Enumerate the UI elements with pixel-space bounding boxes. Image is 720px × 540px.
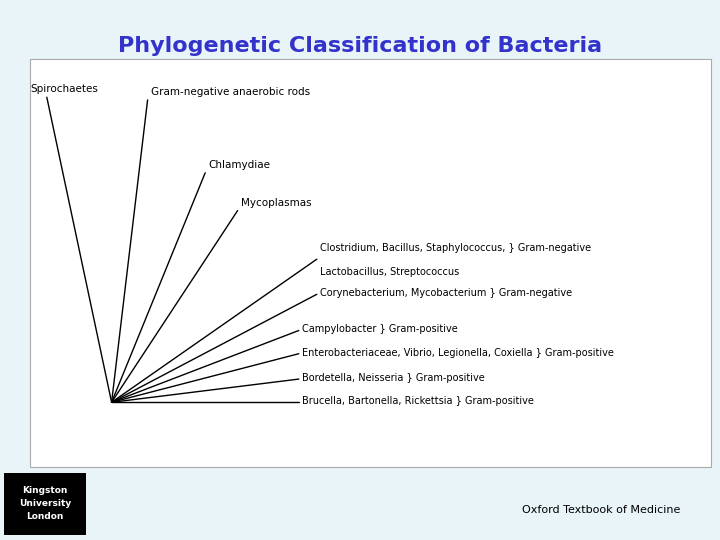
Text: Lactobacillus, Streptococcus: Lactobacillus, Streptococcus	[320, 267, 459, 278]
Text: Chlamydiae: Chlamydiae	[209, 160, 271, 170]
Text: Oxford Textbook of Medicine: Oxford Textbook of Medicine	[522, 505, 680, 515]
Text: Campylobacter } Gram-positive: Campylobacter } Gram-positive	[302, 325, 458, 334]
Text: Enterobacteriaceae, Vibrio, Legionella, Coxiella } Gram-positive: Enterobacteriaceae, Vibrio, Legionella, …	[302, 348, 614, 357]
Text: Clostridium, Bacillus, Staphylococcus, } Gram-negative: Clostridium, Bacillus, Staphylococcus, }…	[320, 242, 592, 253]
Text: Mycoplasmas: Mycoplasmas	[241, 198, 312, 208]
FancyBboxPatch shape	[30, 59, 711, 467]
Text: Kingston
University
London: Kingston University London	[19, 486, 71, 521]
Text: Spirochaetes: Spirochaetes	[30, 84, 98, 94]
FancyBboxPatch shape	[4, 472, 86, 535]
Text: Bordetella, Neisseria } Gram-positive: Bordetella, Neisseria } Gram-positive	[302, 373, 485, 383]
Text: Corynebacterium, Mycobacterium } Gram-negative: Corynebacterium, Mycobacterium } Gram-ne…	[320, 288, 572, 298]
Text: Brucella, Bartonella, Rickettsia } Gram-positive: Brucella, Bartonella, Rickettsia } Gram-…	[302, 396, 534, 406]
Text: Phylogenetic Classification of Bacteria: Phylogenetic Classification of Bacteria	[118, 36, 602, 56]
Text: Gram-negative anaerobic rods: Gram-negative anaerobic rods	[151, 87, 310, 97]
